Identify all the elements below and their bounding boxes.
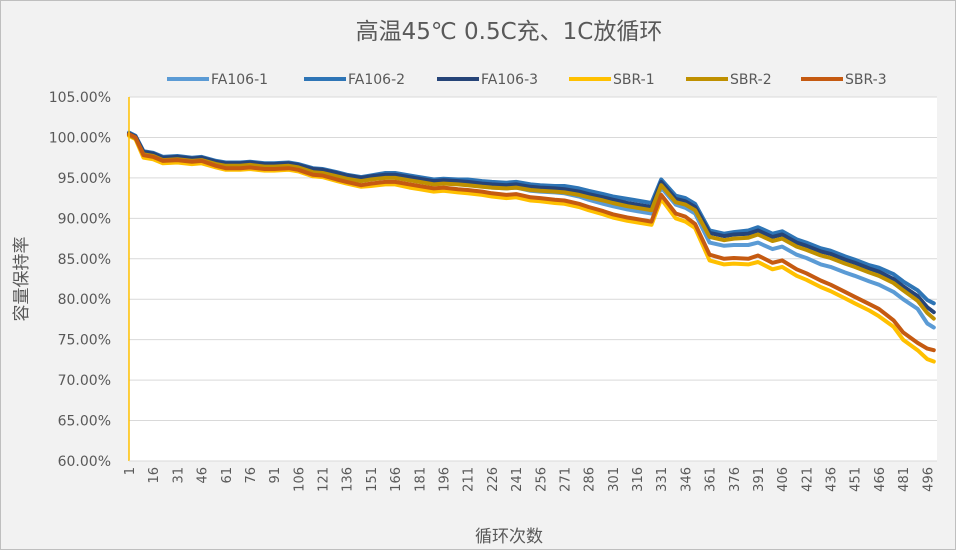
x-tick-label: 361 [704,467,719,492]
y-tick-label: 75.00% [58,333,111,349]
x-tick-label: 241 [510,467,525,492]
x-tick-label: 271 [558,467,573,492]
x-tick-label: 121 [317,467,332,492]
x-tick-label: 181 [413,467,428,492]
y-tick-label: 105.00% [49,90,111,106]
x-tick-label: 466 [873,467,888,492]
x-tick-label: 16 [147,467,162,484]
x-tick-label: 106 [292,467,307,492]
x-tick-label: 376 [728,467,743,492]
legend-label: FA106-1 [211,72,268,88]
x-tick-label: 286 [583,467,598,492]
x-axis-ticks: 1 16 31 46 61 76 91 106 121 136 151 166 181 196 211 226… [123,467,936,492]
x-tick-label: 166 [389,467,404,492]
legend-label: FA106-2 [348,72,405,88]
x-tick-label: 76 [244,467,259,484]
x-tick-label: 226 [486,467,501,492]
x-tick-label: 421 [800,467,815,492]
series-line-sbr-2 [127,133,936,321]
y-tick-label: 60.00% [58,454,111,470]
x-tick-label: 301 [607,467,622,492]
x-tick-label: 196 [437,467,452,492]
x-tick-label: 316 [631,467,646,492]
x-tick-label: 496 [921,467,936,492]
chart-title: 高温45℃ 0.5C充、1C放循环 [356,19,663,45]
series-lines [127,130,936,364]
x-tick-label: 436 [825,467,840,492]
legend-label: FA106-3 [481,72,538,88]
x-tick-label: 31 [171,467,186,484]
y-axis-ticks: 105.00% 100.00% 95.00% 90.00% 85.00% 80.00% 75… [49,90,111,470]
legend-label: SBR-1 [613,72,655,88]
x-tick-label: 406 [776,467,791,492]
x-tick-label: 331 [655,467,670,492]
x-tick-label: 391 [752,467,767,492]
y-tick-label: 100.00% [49,130,111,146]
y-tick-label: 85.00% [58,252,111,268]
y-axis-title: 容量保持率 [12,237,32,322]
x-tick-label: 91 [268,467,283,484]
x-tick-label: 211 [462,467,477,492]
x-tick-label: 61 [220,467,235,484]
y-tick-label: 95.00% [58,171,111,187]
legend: FA106-1 FA106-2 FA106-3 SBR-1 SBR-2 SBR-3 [167,72,887,88]
y-tick-label: 70.00% [58,373,111,389]
x-tick-label: 136 [341,467,356,492]
x-axis-title: 循环次数 [475,527,543,547]
x-tick-label: 256 [534,467,549,492]
x-tick-label: 151 [365,467,380,492]
legend-label: SBR-2 [730,72,772,88]
series-line-fa106-3 [127,131,936,315]
legend-label: SBR-3 [845,72,887,88]
x-tick-label: 46 [196,467,211,484]
y-tick-label: 90.00% [58,211,111,227]
x-tick-label: 481 [897,467,912,492]
y-tick-label: 65.00% [58,414,111,430]
x-tick-label: 1 [123,467,138,475]
y-tick-label: 80.00% [58,292,111,308]
series-line-sbr-3 [127,132,936,353]
x-tick-label: 451 [849,467,864,492]
x-tick-label: 346 [679,467,694,492]
